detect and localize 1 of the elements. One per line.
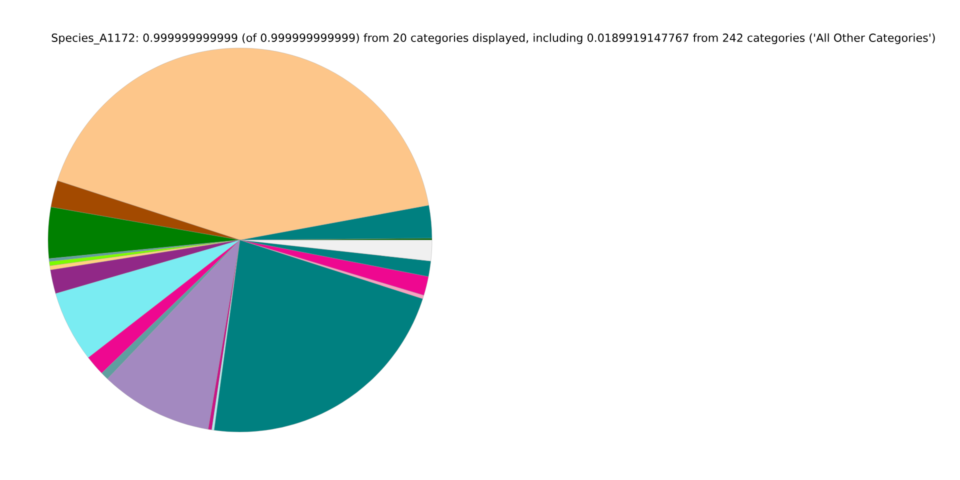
text: Species_A1172: 0.999999999999 (of 0.999999999999) from 20 categories displayed, including 0.0189919147767 from 242 categories ('All Other Categories') (52, 33, 935, 44)
